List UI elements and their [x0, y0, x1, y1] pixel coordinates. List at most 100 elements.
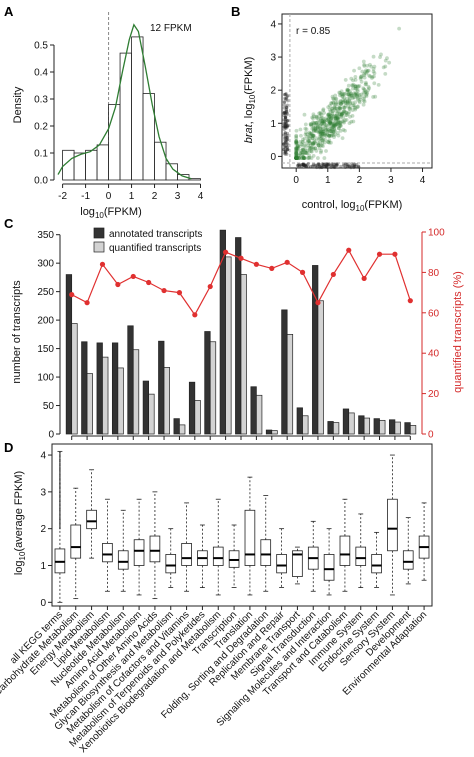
scatter-point — [345, 100, 350, 105]
scatter-point — [306, 156, 311, 160]
scatter-x-tick-label: 1 — [325, 175, 331, 186]
bar-quantified — [240, 274, 247, 435]
scatter-point — [333, 132, 338, 137]
scatter-point — [326, 112, 331, 117]
scatter-point — [362, 62, 367, 67]
scatter-point — [330, 109, 335, 113]
scatter-point — [361, 102, 366, 107]
percent-point — [99, 261, 106, 267]
percent-point — [346, 247, 352, 253]
scatter-point — [321, 107, 326, 112]
scatter-point — [342, 164, 346, 168]
scatter-point — [362, 73, 366, 78]
scatter-point — [371, 54, 376, 59]
scatter-point — [336, 133, 341, 138]
scatter-point — [338, 128, 343, 133]
scatter-point — [333, 97, 338, 101]
scatter-point — [349, 162, 354, 166]
scatter-point — [294, 146, 299, 151]
panel-a: A 12 FPKM Density log10(FPKM) -2 -1 0 1 2 3 4 0… — [4, 4, 204, 220]
percent-point — [130, 273, 136, 280]
scatter-point — [317, 130, 322, 134]
scatter-point — [337, 124, 342, 129]
scatter-point — [294, 151, 299, 156]
scatter-point — [284, 117, 288, 122]
scatter-point — [300, 150, 305, 155]
scatter-point — [363, 90, 368, 95]
scatter-point — [308, 134, 313, 138]
scatter-point — [330, 163, 334, 167]
scatter-point — [344, 162, 348, 166]
scatter-point — [294, 154, 299, 159]
boxplot-y-tick-label: 4 — [40, 451, 46, 462]
scatter-point — [294, 140, 299, 145]
scatter-point — [282, 100, 287, 105]
box-outlier — [59, 493, 61, 495]
scatter-point — [286, 124, 290, 128]
scatter-point — [294, 156, 299, 160]
scatter-point — [317, 136, 322, 141]
scatter-point — [354, 92, 359, 97]
scatter-point — [301, 152, 305, 157]
histogram-bar — [142, 93, 155, 181]
scatter-point — [311, 123, 316, 128]
bar-quantified — [86, 373, 93, 435]
scatter-point — [348, 101, 353, 105]
scatter-point — [283, 136, 287, 140]
scatter-point — [313, 164, 317, 168]
scatter-point — [282, 151, 287, 155]
scatter-point — [336, 106, 341, 110]
scatter-point — [310, 115, 315, 120]
scatter-point — [352, 91, 357, 96]
box-outlier — [59, 476, 61, 478]
scatter-point — [294, 156, 299, 160]
scatter-point — [310, 133, 315, 138]
scatter-point — [342, 105, 347, 110]
box-outlier — [59, 503, 61, 505]
scatter-point — [361, 91, 366, 95]
scatter-point — [314, 136, 319, 141]
bar-quantified — [302, 415, 309, 435]
scatter-point — [283, 121, 287, 125]
scatter-frame — [281, 13, 433, 169]
bar-y2-tick-label: 80 — [428, 268, 440, 279]
scatter-point — [294, 154, 299, 159]
scatter-point — [339, 112, 344, 117]
scatter-point — [284, 122, 288, 126]
scatter-point — [311, 114, 316, 119]
scatter-point — [303, 156, 307, 160]
scatter-point — [315, 165, 319, 170]
scatter-point — [329, 164, 333, 168]
scatter-point — [318, 140, 322, 145]
scatter-point — [327, 122, 332, 126]
histogram-y-tick-label: 0.2 — [34, 122, 48, 133]
scatter-point — [348, 105, 353, 110]
scatter-point — [341, 109, 346, 114]
scatter-point — [284, 125, 288, 129]
box-outlier — [59, 455, 61, 458]
scatter-point — [338, 99, 343, 104]
scatter-point — [353, 84, 358, 89]
scatter-point — [321, 144, 325, 149]
scatter-y-label: brat, log10(FPKM) — [243, 57, 257, 144]
scatter-point — [349, 92, 353, 96]
percent-point — [84, 300, 90, 306]
scatter-point — [301, 140, 305, 144]
panel-c: C number of transcripts quantified trans… — [4, 216, 464, 441]
scatter-point — [335, 109, 340, 114]
legend-label: quantified transcripts — [109, 243, 201, 254]
scatter-point — [310, 136, 315, 141]
scatter-point — [296, 156, 301, 160]
scatter-point — [362, 75, 367, 80]
scatter-point — [318, 126, 323, 131]
box-outlier — [59, 471, 61, 473]
scatter-point — [306, 165, 311, 169]
scatter-point — [327, 164, 331, 168]
box-body — [292, 550, 303, 577]
scatter-point — [326, 140, 330, 144]
scatter-point — [387, 60, 392, 65]
bar-quantified — [71, 323, 78, 435]
box-outlier — [59, 464, 61, 467]
scatter-point — [326, 105, 331, 110]
scatter-point — [313, 139, 318, 144]
